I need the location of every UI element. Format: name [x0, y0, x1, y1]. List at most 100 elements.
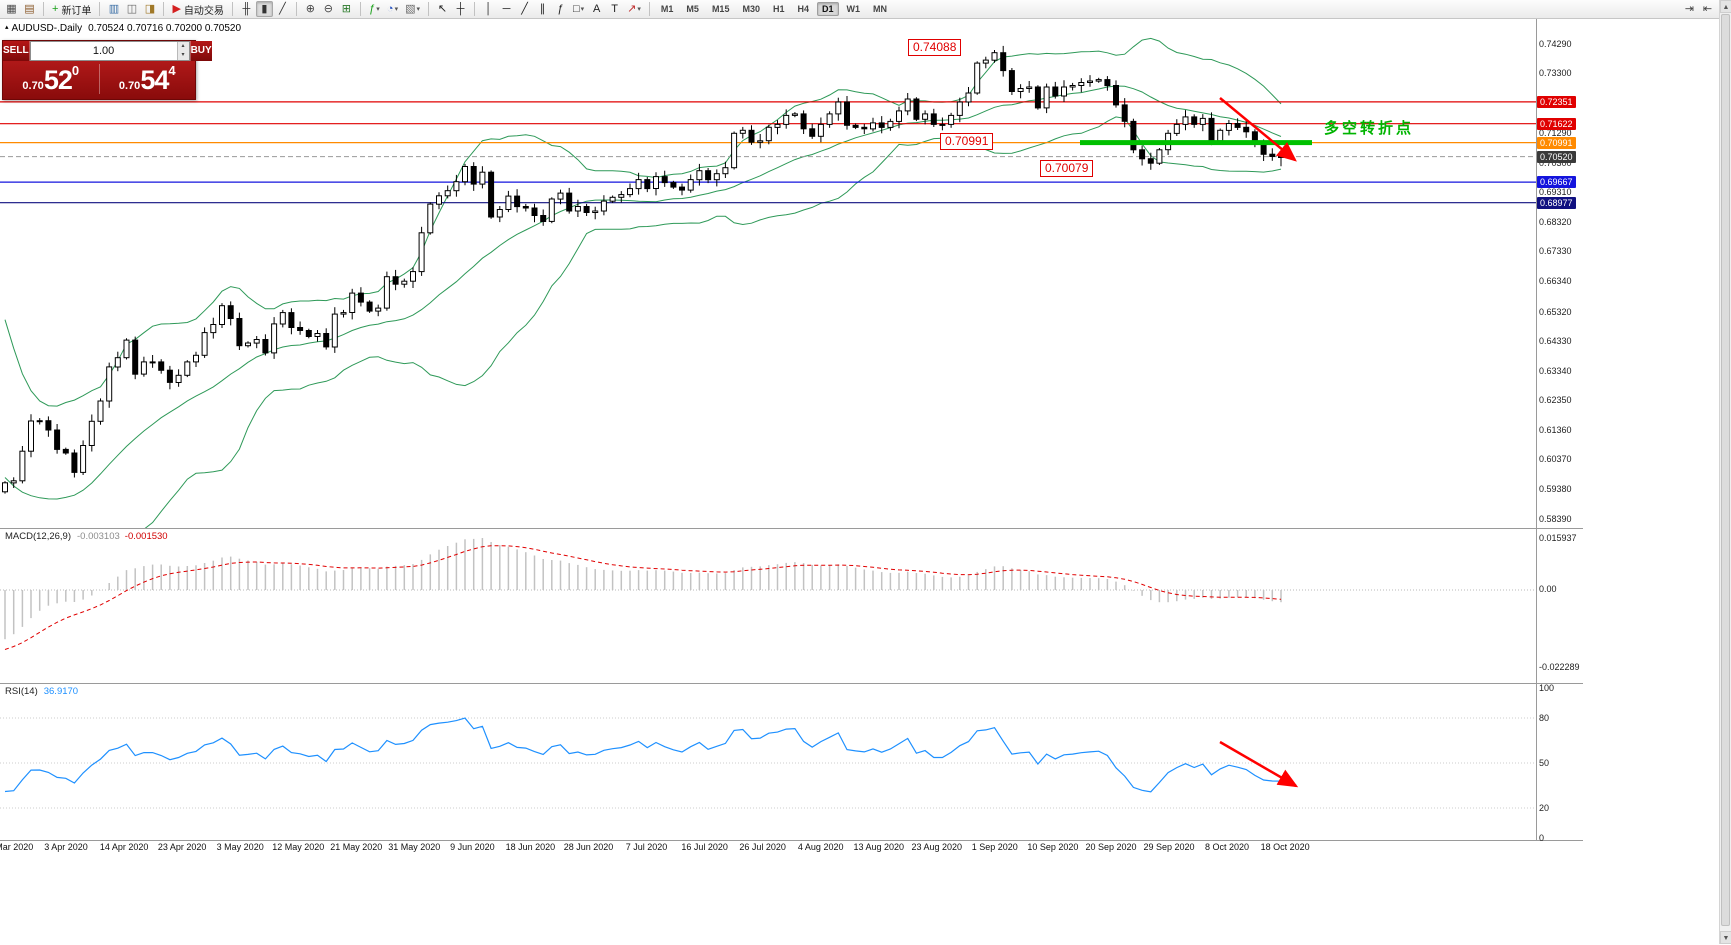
turning-point-label[interactable]: 多空转折点: [1324, 120, 1415, 137]
new-order-button[interactable]: + 新订单: [49, 1, 94, 17]
line-chart-mode-icon[interactable]: ╱: [274, 1, 291, 17]
support-highlight-line[interactable]: [1080, 140, 1312, 146]
label-icon: T: [611, 2, 619, 15]
volume-spinner: ▴ ▾: [176, 42, 189, 60]
chart-ohlc-values: 0.70524 0.70716 0.70200 0.70520: [88, 23, 242, 34]
timeframe-mn[interactable]: MN: [873, 4, 888, 14]
toolbar: ▦ ▤ + 新订单 ▥ ◫ ◨ ▶ 自动交易 ╫ ▮ ╱ ⊕ ⊖ ⊞ ƒ ▾ ◔ ▾ ▧ ▾ ↖ ┼ │ ─ ╱ ∥ ƒ □ ▾ A T ↗ ▾ M…: [0, 0, 1719, 19]
price-axis-label: 0.60370: [1539, 454, 1572, 465]
vertical-line-icon[interactable]: │: [480, 1, 497, 17]
toolbar-separator: [43, 2, 44, 16]
timeframe-w1[interactable]: W1: [846, 4, 861, 14]
trend-arrow-rsi[interactable]: [1219, 740, 1299, 788]
label-icon[interactable]: T: [606, 1, 623, 17]
volume-decrease-icon[interactable]: ▾: [176, 51, 189, 60]
vertical-scrollbar[interactable]: ▲ ▼: [1719, 0, 1731, 944]
data-window-icon[interactable]: ◫: [123, 1, 140, 17]
navigator-icon[interactable]: ◨: [141, 1, 158, 17]
text-icon[interactable]: A: [588, 1, 605, 17]
price-axis-label: 0.70300: [1539, 157, 1572, 168]
cursor-icon[interactable]: ↖: [434, 1, 451, 17]
shapes-icon[interactable]: □ ▾: [570, 1, 587, 17]
timeframe-m30[interactable]: M30: [742, 4, 760, 14]
trendline-icon: ╱: [521, 2, 528, 15]
date-label: 23 Apr 2020: [157, 842, 207, 852]
price-annotation-peak[interactable]: 0.74088: [908, 39, 962, 56]
toolbar-separator: [163, 2, 165, 16]
scrollbar-thumb[interactable]: [1721, 14, 1730, 926]
volume-input[interactable]: [30, 42, 177, 60]
toolbar-separator: [295, 2, 297, 16]
market-watch-icon: ▥: [108, 2, 120, 15]
date-label: 9 Jun 2020: [450, 842, 495, 852]
price-axis-label: 0.73300: [1539, 68, 1572, 79]
timeframe-d1[interactable]: D1: [817, 2, 839, 16]
panel-separator[interactable]: [0, 683, 1583, 684]
channel-icon: ∥: [539, 2, 546, 15]
zoom-out-icon[interactable]: ⊖: [320, 1, 337, 17]
candles: [2, 45, 1284, 494]
price-axis-label: 0.67330: [1539, 246, 1572, 257]
tile-windows-icon[interactable]: ⊞: [338, 1, 355, 17]
timeframe-h4[interactable]: H4: [797, 4, 809, 14]
cycles-caret-icon: ▾: [394, 6, 399, 13]
date-label: 28 Jun 2020: [563, 842, 614, 852]
sell-price-display[interactable]: 0.70520: [3, 63, 99, 96]
macd-axis-label: 0.00: [1539, 584, 1557, 594]
arrows-icon[interactable]: ↗ ▾: [624, 1, 644, 17]
line-chart-mode-icon: ╱: [279, 2, 286, 15]
toolbar-separator: [428, 2, 429, 16]
indicators-caret-icon: ▾: [376, 6, 380, 13]
price-annotation-mid[interactable]: 0.70991: [940, 133, 994, 150]
trend-arrow-main[interactable]: [1219, 97, 1297, 162]
text-icon: A: [593, 2, 601, 15]
timeframe-m15[interactable]: M15: [711, 4, 730, 14]
sell-button[interactable]: SELL: [3, 41, 30, 61]
auto-scroll-icon: ⇤: [1702, 2, 1713, 15]
fibonacci-icon[interactable]: ƒ: [552, 1, 569, 17]
price-annotation-low[interactable]: 0.70079: [1040, 160, 1094, 177]
profiles-icon: ▤: [24, 2, 35, 15]
panel-separator[interactable]: [0, 528, 1583, 529]
new-chart-icon[interactable]: ▦: [3, 1, 20, 17]
profiles-icon[interactable]: ▤: [21, 1, 38, 17]
templates-icon[interactable]: ▧ ▾: [402, 1, 423, 17]
date-label: 4 Aug 2020: [797, 842, 844, 852]
volume-increase-icon[interactable]: ▴: [176, 42, 189, 51]
macd-header: MACD(12,26,9) -0.003103 -0.001530: [5, 531, 168, 542]
chart-canvas[interactable]: [0, 0, 1537, 862]
buy-price-base: 0.70: [118, 79, 141, 92]
channel-icon[interactable]: ∥: [534, 1, 551, 17]
toolbar-separator: [648, 2, 650, 16]
crosshair-icon[interactable]: ┼: [452, 1, 469, 17]
timeframe-m5[interactable]: M5: [686, 4, 699, 14]
sell-price-point: 0: [71, 62, 80, 78]
timeframe-h1[interactable]: H1: [772, 4, 785, 14]
scroll-down-icon[interactable]: ▼: [1720, 931, 1731, 944]
bar-chart-mode-icon[interactable]: ╫: [238, 1, 255, 17]
rsi-header: RSI(14) 36.9170: [5, 686, 78, 697]
market-watch-icon[interactable]: ▥: [105, 1, 122, 17]
price-axis-label: 0.61360: [1539, 424, 1572, 435]
buy-button[interactable]: BUY: [189, 41, 212, 61]
horizontal-line-icon[interactable]: ─: [498, 1, 515, 17]
auto-scroll-icon[interactable]: ⇤: [1699, 1, 1716, 17]
indicators-icon[interactable]: ƒ ▾: [366, 1, 383, 17]
candlestick-mode-icon[interactable]: ▮: [255, 1, 273, 17]
timeframe-m1[interactable]: M1: [660, 4, 674, 14]
scroll-up-icon[interactable]: ▲: [1720, 0, 1731, 13]
vertical-line-icon: │: [485, 2, 492, 15]
cycles-icon[interactable]: ◔ ▾: [384, 1, 401, 17]
chart-shift-icon[interactable]: ⇥: [1681, 1, 1698, 17]
zoom-in-icon[interactable]: ⊕: [302, 1, 319, 17]
shapes-icon: □: [573, 2, 580, 15]
trade-panel-top-row: SELL ▴ ▾ BUY: [3, 41, 212, 61]
trendline-icon[interactable]: ╱: [516, 1, 533, 17]
price-axis-label: 0.62350: [1539, 395, 1572, 406]
horizontal-line-icon: ─: [502, 2, 511, 15]
cycles-icon: ◔: [386, 2, 394, 15]
auto-trading-button[interactable]: ▶ 自动交易: [169, 1, 226, 17]
volume-field: ▴ ▾: [29, 41, 190, 61]
buy-price-display[interactable]: 0.70544: [100, 63, 196, 96]
